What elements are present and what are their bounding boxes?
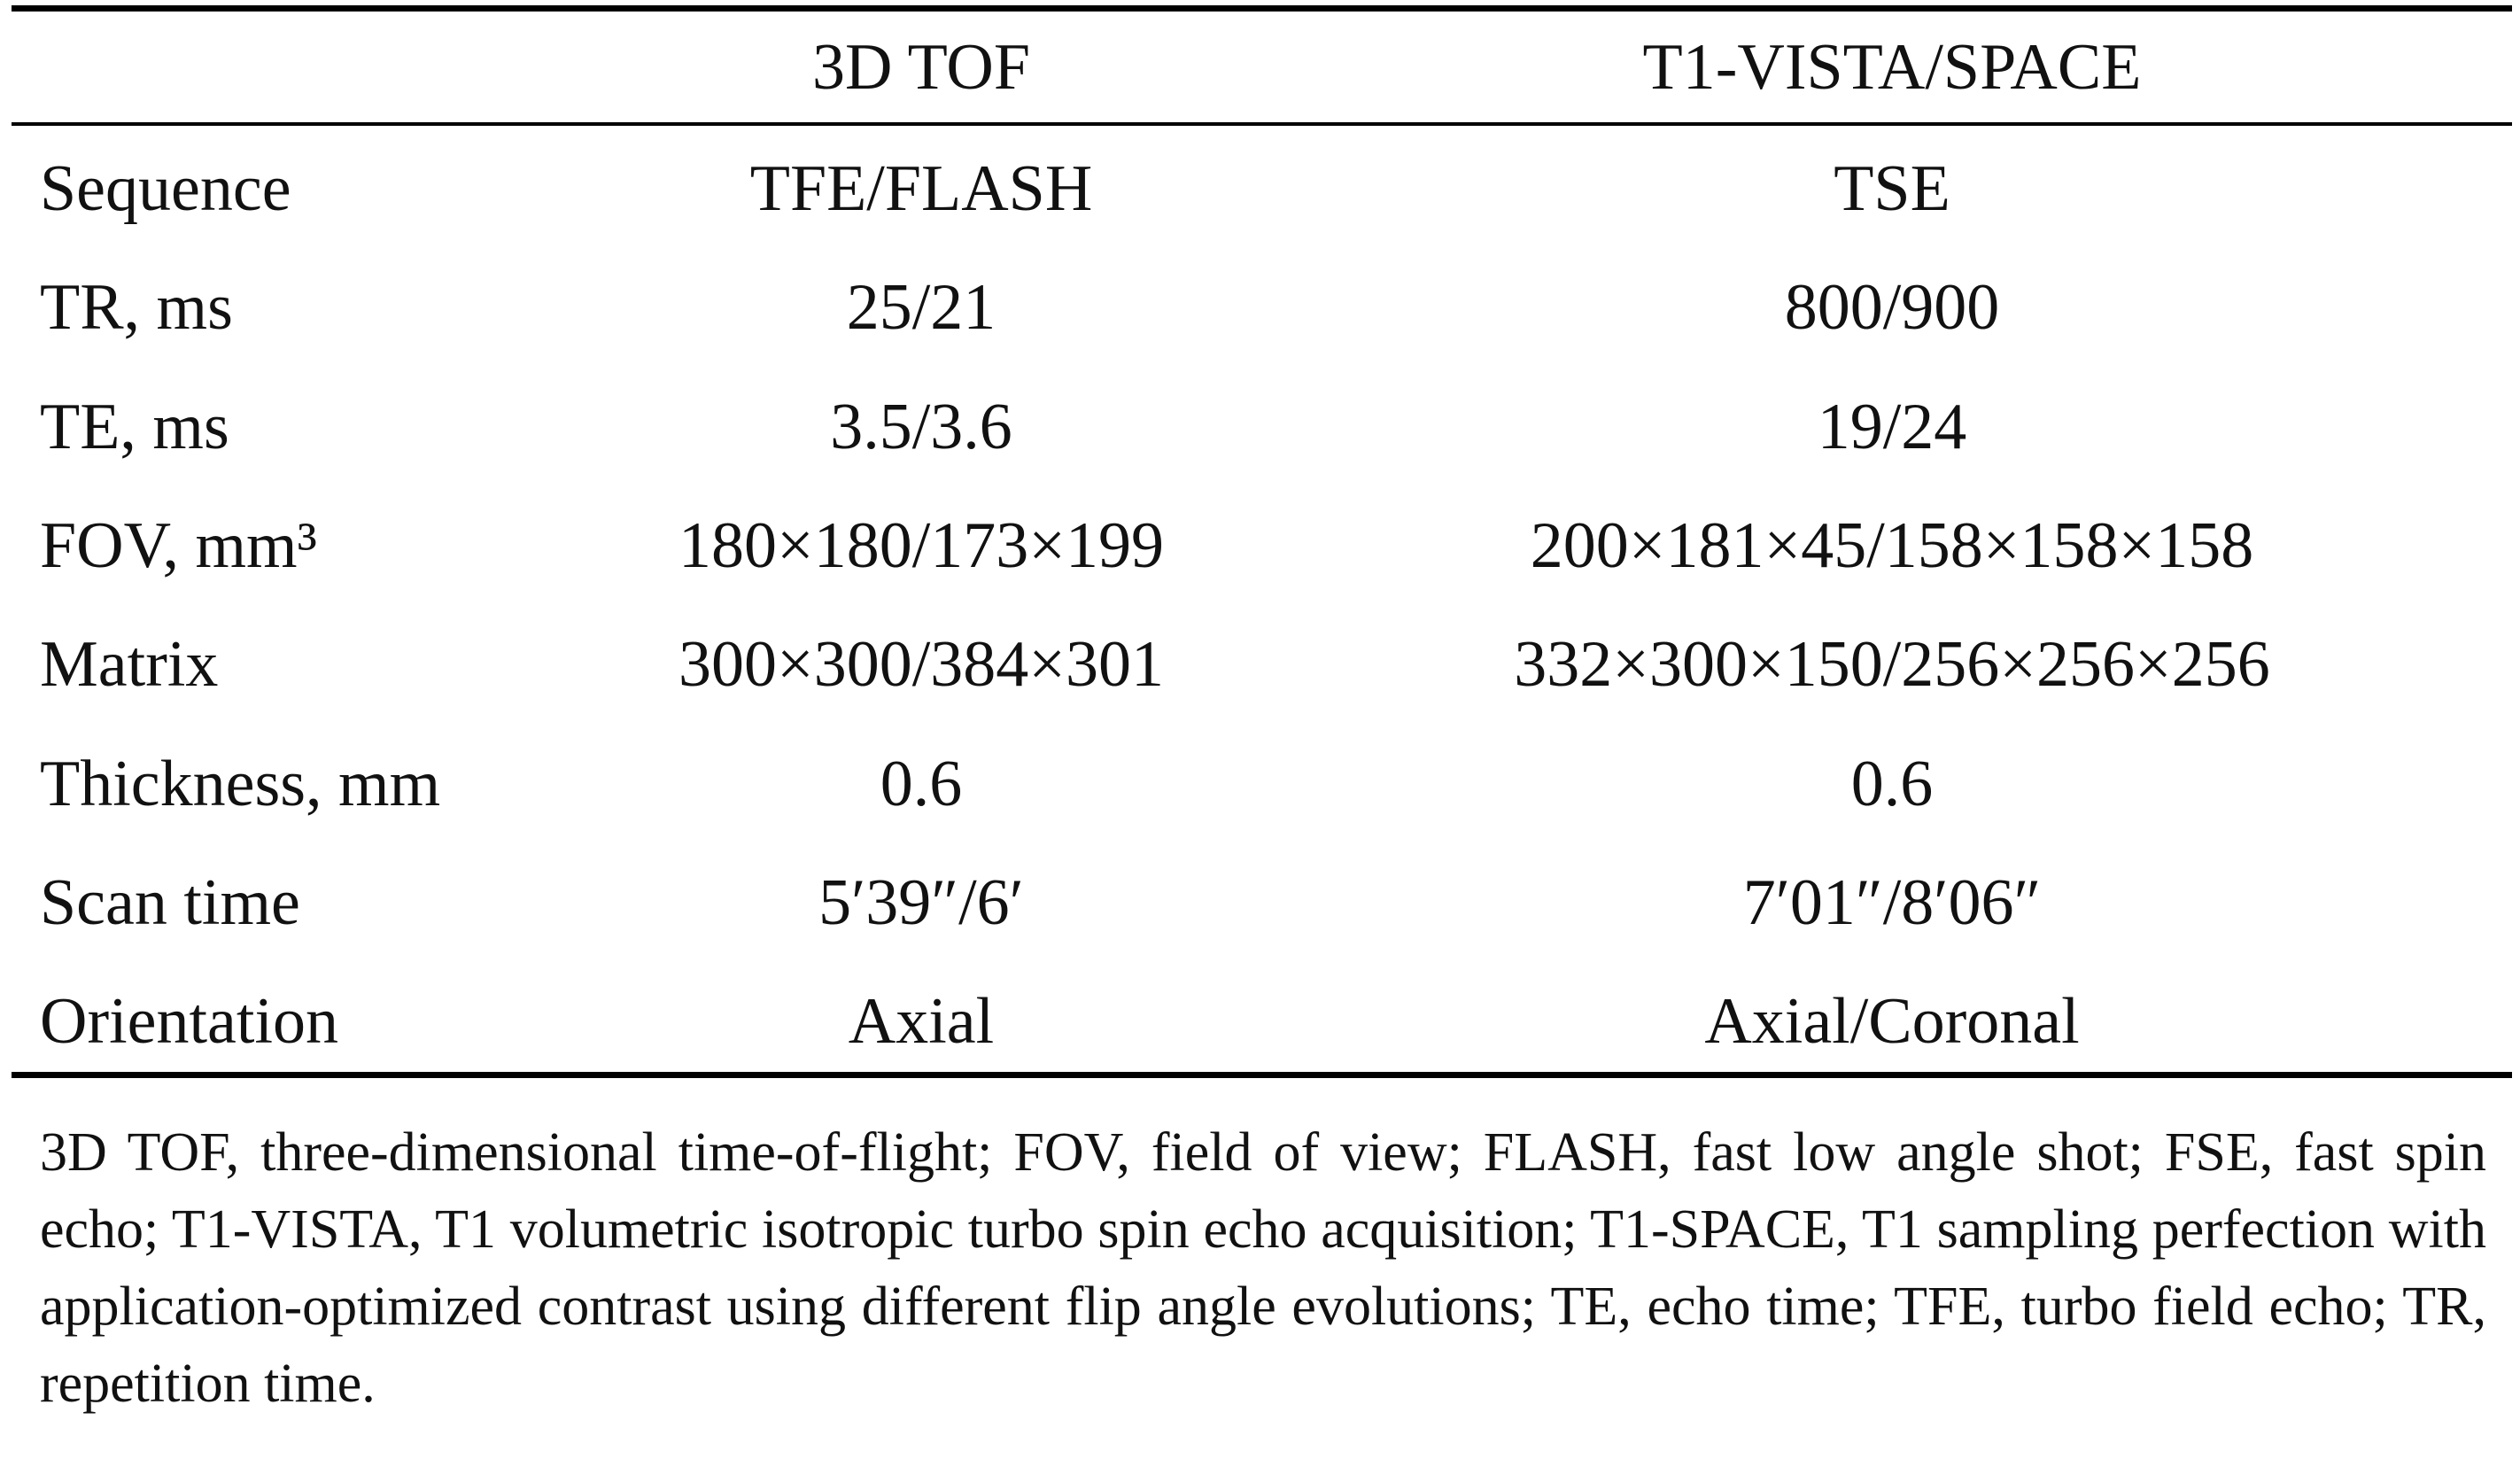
cell-value: 200×181×45/158×158×158 bbox=[1530, 508, 2254, 582]
cell-value: 180×180/173×199 bbox=[678, 508, 1165, 582]
cell-value: 5′39″/6′ bbox=[818, 865, 1024, 939]
cell-value: 25/21 bbox=[846, 271, 996, 345]
row-label: FOV, mm³ bbox=[40, 508, 317, 582]
cell-value: 7′01″/8′06″ bbox=[1742, 865, 2042, 939]
row-label: Orientation bbox=[40, 985, 339, 1059]
header-rule bbox=[12, 122, 2512, 126]
row-label: Matrix bbox=[40, 628, 219, 702]
cell-value: TSE bbox=[1834, 152, 1950, 225]
column-header: 3D TOF bbox=[811, 31, 1031, 104]
cell-value: 3.5/3.6 bbox=[830, 390, 1012, 463]
cell-value: Axial/Coronal bbox=[1704, 985, 2080, 1059]
top-rule bbox=[12, 5, 2512, 12]
cell-value: 0.6 bbox=[880, 747, 963, 820]
cell-value: 0.6 bbox=[1850, 747, 1934, 820]
row-label: Scan time bbox=[40, 865, 300, 939]
row-label: TR, ms bbox=[40, 271, 233, 345]
cell-value: 332×300×150/256×256×256 bbox=[1514, 628, 2270, 702]
footnote: 3D TOF, three-dimensional time-of-flight… bbox=[40, 1122, 2486, 1414]
row-label: Sequence bbox=[40, 152, 291, 225]
bottom-rule bbox=[12, 1072, 2512, 1078]
row-label: Thickness, mm bbox=[40, 747, 441, 820]
row-label: TE, ms bbox=[40, 390, 229, 463]
cell-value: Axial bbox=[848, 985, 995, 1059]
cell-value: 800/900 bbox=[1784, 271, 2000, 345]
column-header: T1-VISTA/SPACE bbox=[1642, 31, 2142, 104]
cell-value: 300×300/384×301 bbox=[678, 628, 1165, 702]
cell-value: 19/24 bbox=[1817, 390, 1967, 463]
cell-value: TFE/FLASH bbox=[749, 152, 1093, 225]
